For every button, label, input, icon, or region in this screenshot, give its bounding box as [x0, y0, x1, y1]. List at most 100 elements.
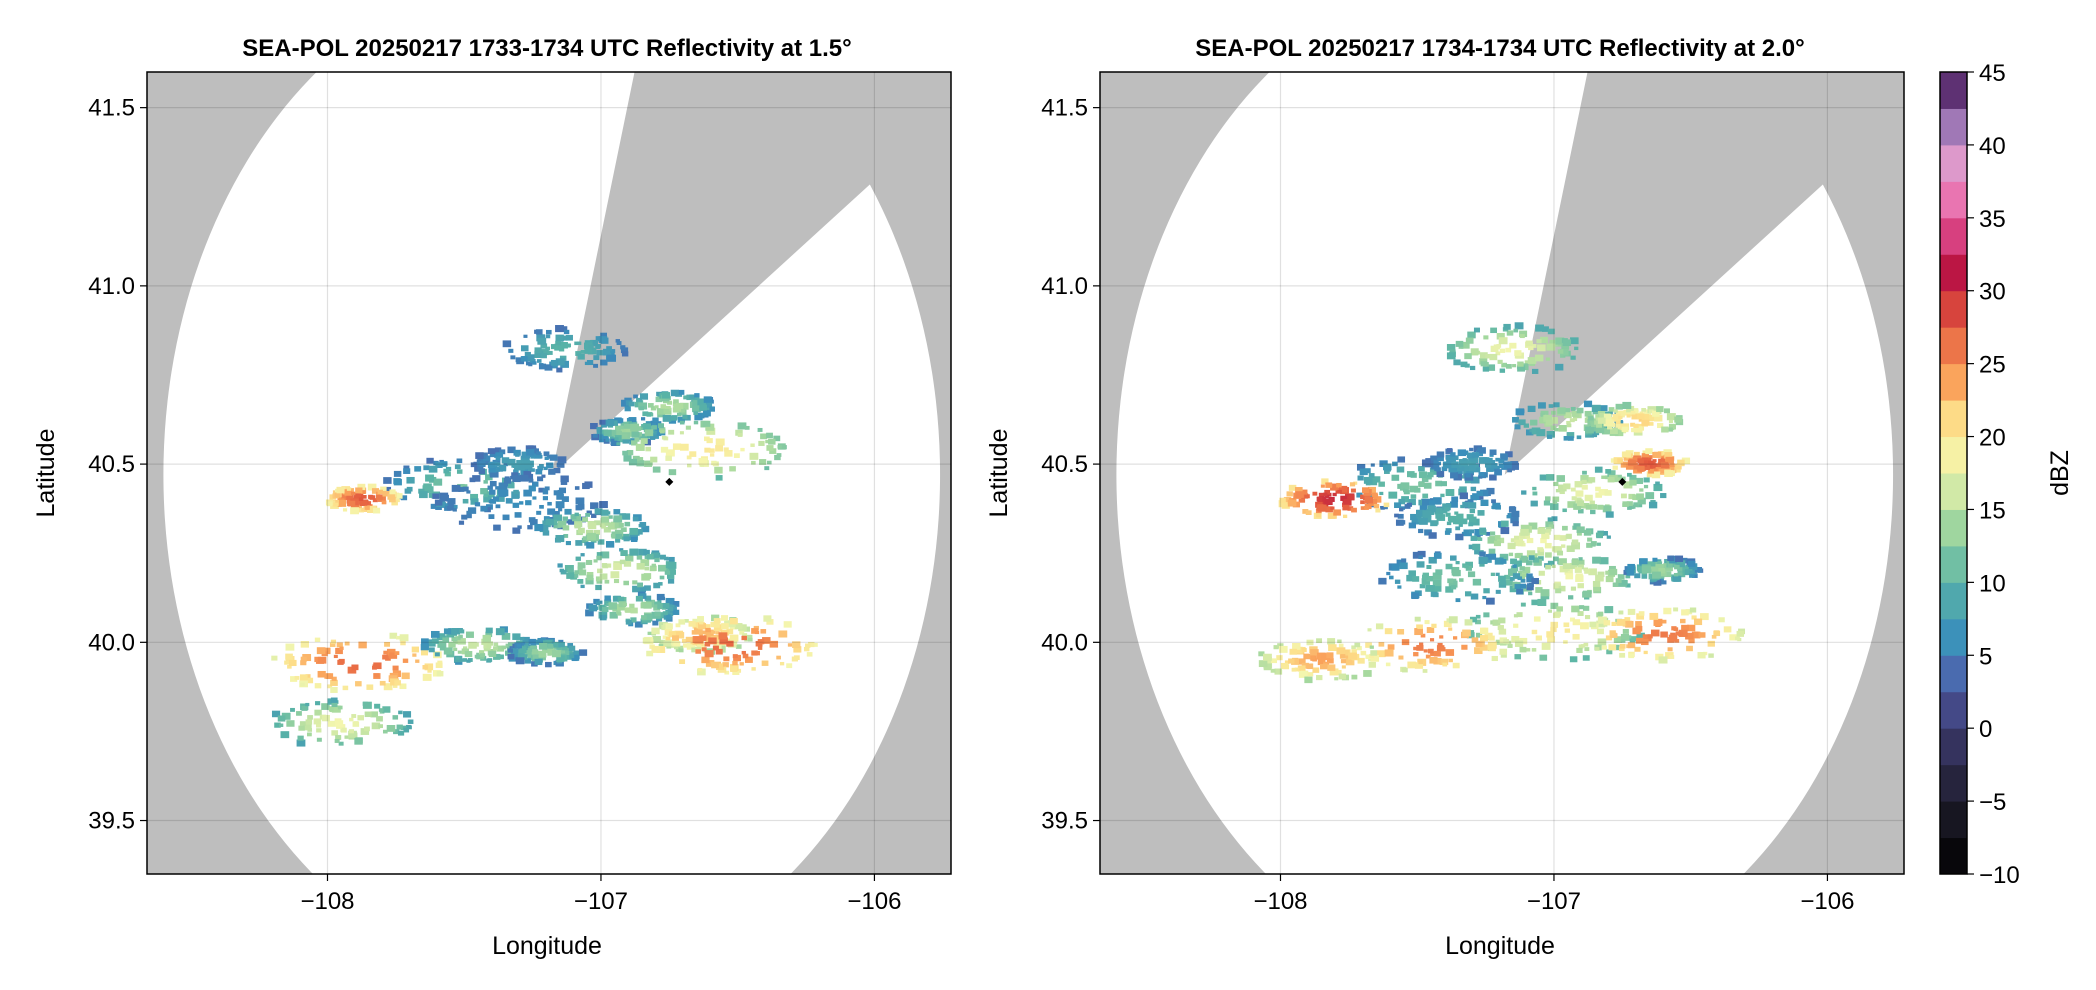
echo-pixel	[1625, 583, 1631, 588]
echo-pixel	[697, 644, 706, 651]
echo-pixel	[588, 522, 597, 530]
site-marker	[1618, 477, 1627, 486]
echo-pixel	[1565, 573, 1574, 580]
echo-pixel	[1520, 524, 1530, 532]
echo-pixel	[1368, 473, 1375, 478]
echo-pixel	[673, 399, 679, 404]
echo-pixel	[364, 711, 372, 718]
echo-pixel	[399, 634, 409, 642]
echo-cell	[325, 483, 403, 515]
echo-pixel	[1461, 531, 1467, 536]
echo-pixel	[536, 451, 541, 456]
echo-pixel	[1419, 505, 1428, 512]
echo-pixel	[1566, 533, 1572, 539]
echo-pixel	[423, 483, 432, 491]
echo-pixel	[1562, 339, 1572, 347]
echo-pixel	[1486, 465, 1494, 472]
echo-pixel	[558, 639, 564, 644]
echo-pixel	[1625, 463, 1634, 470]
echo-pixel	[559, 568, 564, 573]
echo-pixel	[1482, 457, 1490, 463]
echo-pixel	[1450, 555, 1457, 561]
echo-pixel	[679, 659, 686, 664]
colorbar-segment	[1940, 144, 1967, 182]
echo-pixel	[1528, 345, 1534, 351]
echo-pixel	[617, 418, 624, 423]
echo-pixel	[360, 728, 370, 735]
echo-pixel	[643, 602, 652, 609]
echo-pixel	[1412, 576, 1420, 582]
echo-pixel	[557, 647, 566, 654]
echo-pixel	[1383, 502, 1390, 508]
echo-pixel	[1625, 574, 1631, 579]
echo-cell	[507, 637, 588, 668]
echo-pixel	[1615, 420, 1621, 425]
echo-pixel	[1555, 488, 1561, 493]
echo-pixel	[524, 473, 534, 481]
echo-pixel	[1499, 580, 1506, 585]
echo-pixel	[456, 458, 463, 464]
echo-pixel	[339, 646, 344, 650]
echo-pixel	[1465, 460, 1471, 465]
echo-pixel	[1333, 509, 1341, 516]
echo-pixel	[538, 642, 548, 650]
echo-pixel	[1607, 470, 1616, 477]
echo-pixel	[624, 423, 631, 429]
echo-pixel	[1507, 542, 1516, 550]
colorbar-tick-label: 15	[1979, 497, 2006, 524]
echo-pixel	[1509, 585, 1518, 593]
echo-pixel	[1482, 366, 1490, 372]
echo-pixel	[1456, 464, 1462, 468]
echo-pixel	[786, 663, 793, 669]
echo-pixel	[1455, 518, 1463, 525]
echo-pixel	[1391, 474, 1400, 481]
echo-pixel	[669, 569, 676, 575]
echo-pixel	[587, 532, 596, 540]
echo-pixel	[1552, 556, 1559, 562]
echo-pixel	[1595, 414, 1602, 420]
echo-pixel	[493, 642, 499, 647]
echo-pixel	[742, 653, 749, 659]
echo-pixel	[1340, 495, 1347, 501]
echo-pixel	[328, 707, 334, 712]
colorbar-tick-label: −10	[1979, 862, 2020, 889]
echo-pixel	[1675, 464, 1682, 470]
echo-pixel	[805, 643, 811, 648]
echo-pixel	[568, 645, 576, 651]
echo-pixel	[641, 560, 649, 566]
echo-pixel	[1416, 561, 1425, 568]
echo-pixel	[739, 630, 745, 635]
echo-pixel	[1505, 364, 1512, 369]
echo-pixel	[1514, 553, 1521, 559]
echo-pixel	[1455, 340, 1464, 347]
echo-pixel	[1283, 496, 1292, 503]
echo-pixel	[634, 401, 642, 408]
echo-pixel	[344, 489, 353, 496]
echo-pixel	[327, 720, 336, 727]
echo-pixel	[654, 557, 660, 563]
echo-pixel	[1490, 460, 1496, 464]
echo-pixel	[1681, 457, 1691, 465]
echo-pixel	[1287, 499, 1297, 507]
echo-pixel	[376, 716, 383, 722]
echo-pixel	[1436, 470, 1445, 478]
echo-pixel	[1571, 496, 1577, 501]
echo-pixel	[607, 354, 617, 362]
echo-pixel	[679, 420, 685, 425]
echo-pixel	[706, 438, 713, 444]
echo-pixel	[1451, 496, 1459, 502]
echo-pixel	[1592, 418, 1598, 423]
echo-pixel	[649, 435, 656, 440]
echo-pixel	[702, 420, 711, 427]
echo-pixel	[577, 504, 585, 510]
echo-pixel	[333, 654, 338, 659]
echo-pixel	[337, 705, 343, 710]
echo-pixel	[346, 494, 354, 500]
echo-pixel	[1291, 667, 1297, 672]
echo-pixel	[355, 487, 363, 494]
echo-pixel	[380, 486, 387, 492]
echo-pixel	[1407, 661, 1416, 669]
echo-pixel	[1535, 324, 1544, 332]
echo-pixel	[1633, 423, 1639, 428]
echo-pixel	[1341, 665, 1346, 669]
